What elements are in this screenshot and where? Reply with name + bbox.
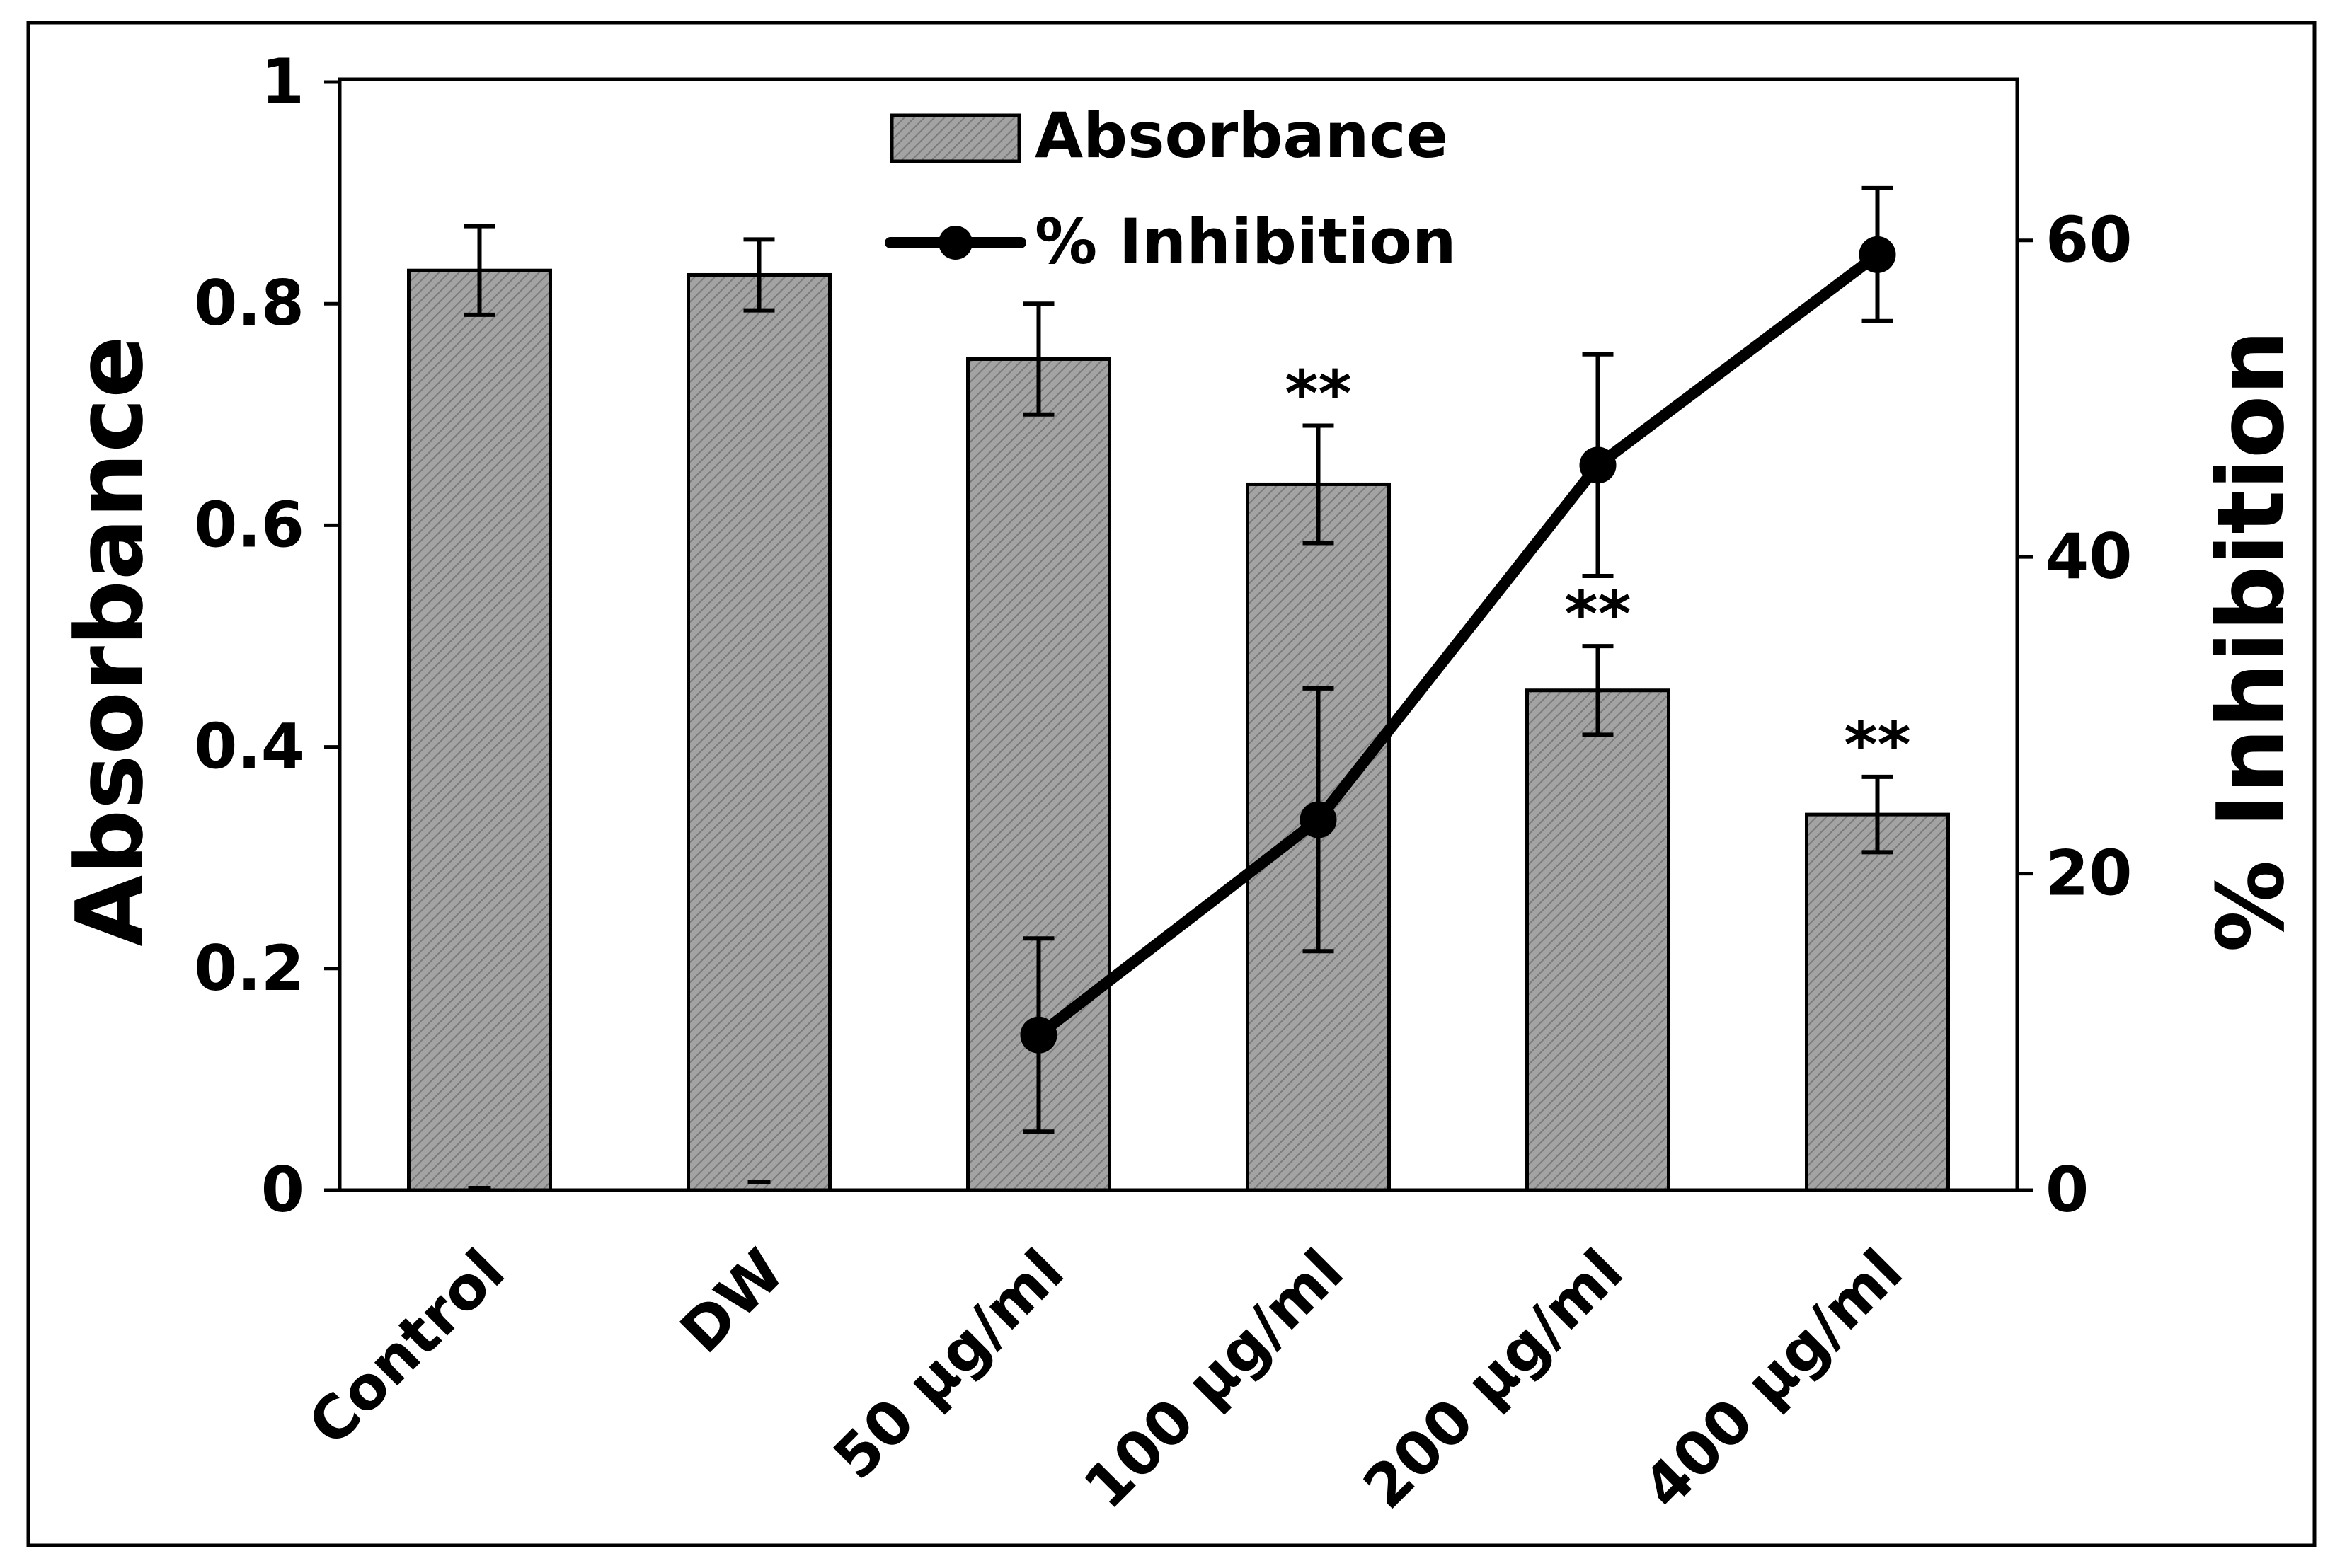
legend-absorbance-swatch <box>890 113 1021 163</box>
x-tick-label-1: DW <box>667 1236 798 1366</box>
point-inhibition-4 <box>1579 446 1617 484</box>
significance-mark-5: ** <box>1844 708 1910 783</box>
y2-tick-label-2: 40 <box>2046 520 2132 593</box>
point-inhibition-2 <box>1020 1016 1057 1054</box>
significance-mark-4: ** <box>1564 577 1631 652</box>
y2-tick-label-0: 0 <box>2046 1153 2089 1226</box>
x-tick-label-0: Control <box>295 1236 518 1459</box>
bar-absorbance-1 <box>687 272 832 1192</box>
significance-mark-3: ** <box>1285 357 1351 431</box>
bar-absorbance-5 <box>1805 812 1950 1192</box>
series-line-inhibition <box>1033 248 1883 1041</box>
y-tick-label-0: 0 <box>261 1153 304 1226</box>
legend-inhibition-label: % Inhibition <box>1035 205 1457 278</box>
plot-frame <box>338 77 2019 1192</box>
x-tick-label-5: 400 µg/ml <box>1630 1236 1916 1522</box>
y-tick-label-5: 1 <box>261 45 304 118</box>
y2-tick-label-1: 20 <box>2046 837 2132 910</box>
y-tick-label-2: 0.4 <box>194 710 304 783</box>
x-tick-label-4: 200 µg/ml <box>1350 1236 1636 1522</box>
legend: Absorbance % Inhibition <box>885 99 1457 278</box>
y-tick-label-4: 0.8 <box>194 267 304 340</box>
y2-tick-label-3: 60 <box>2046 204 2132 277</box>
y-tick-label-1: 0.2 <box>194 932 304 1005</box>
y-axis-label: Absorbance <box>56 335 163 946</box>
point-inhibition-5 <box>1859 236 1896 273</box>
legend-inhibition-marker <box>939 226 973 260</box>
bar-absorbance-4 <box>1525 688 1670 1192</box>
y2-axis-label: % Inhibition <box>2197 330 2305 952</box>
x-tick-label-3: 100 µg/ml <box>1071 1236 1357 1522</box>
figure-border <box>26 21 2317 1547</box>
legend-absorbance-label: Absorbance <box>1035 99 1448 172</box>
y-tick-label-3: 0.6 <box>194 488 304 561</box>
point-inhibition-3 <box>1300 801 1337 838</box>
bar-absorbance-0 <box>407 268 552 1192</box>
x-tick-label-2: 50 µg/ml <box>820 1236 1077 1493</box>
